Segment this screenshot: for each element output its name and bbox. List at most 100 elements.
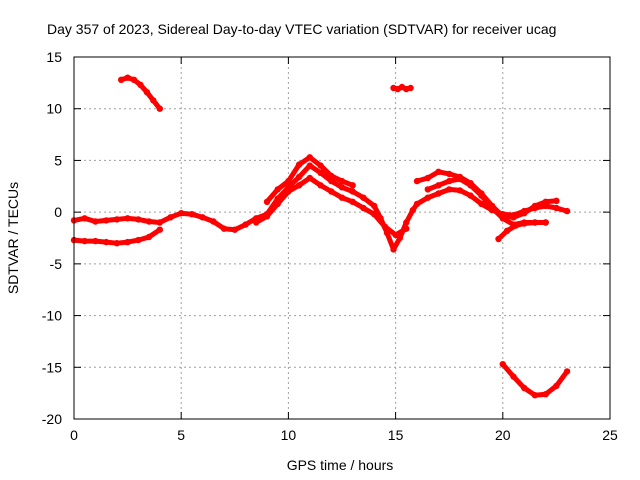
data-point [295, 161, 303, 168]
data-point [220, 225, 228, 232]
data-point [178, 210, 185, 217]
data-point [156, 226, 163, 233]
data-point [478, 192, 485, 199]
data-point [274, 200, 281, 208]
data-point [553, 382, 560, 390]
data-point [143, 89, 151, 96]
data-point [542, 219, 549, 226]
data-point [317, 162, 324, 169]
data-point [553, 197, 560, 204]
data-point [413, 177, 421, 185]
data-point [306, 162, 313, 169]
data-point [145, 233, 153, 241]
data-point [145, 218, 153, 225]
x-axis-label: GPS time / hours [287, 457, 394, 473]
data-point [263, 213, 271, 220]
data-point [403, 219, 410, 226]
data-point [510, 373, 517, 380]
data-point [349, 198, 356, 205]
data-point [456, 175, 464, 183]
data-point [338, 194, 346, 201]
data-point [274, 186, 281, 193]
data-point [390, 246, 397, 253]
data-point [242, 221, 249, 228]
data-point [124, 215, 131, 222]
data-point [521, 210, 528, 217]
data-point [338, 184, 346, 191]
data-point [478, 200, 485, 208]
series-track-f [425, 176, 549, 228]
data-point [317, 169, 324, 176]
data-point [113, 240, 121, 247]
x-tick-label: 15 [388, 427, 404, 443]
data-point [253, 219, 260, 226]
y-tick-label: 10 [46, 101, 62, 117]
data-point [531, 219, 539, 226]
data-point [118, 76, 125, 84]
data-point [124, 74, 131, 81]
y-tick-label: -20 [42, 411, 62, 427]
data-point [285, 188, 292, 195]
data-point [349, 182, 356, 189]
data-point [317, 182, 324, 189]
x-tick-label: 5 [177, 427, 185, 443]
data-point [130, 76, 138, 84]
data-point [81, 215, 88, 222]
data-point [424, 194, 431, 201]
data-point [306, 154, 313, 161]
data-point [103, 217, 110, 224]
x-tick-label: 0 [70, 427, 78, 443]
data-point [510, 214, 517, 221]
data-point [488, 204, 496, 212]
grid-layer [74, 57, 610, 419]
data-point [542, 391, 549, 398]
data-point [542, 198, 549, 205]
data-point [563, 207, 571, 215]
data-point [413, 200, 421, 208]
y-tick-label: -15 [42, 359, 62, 375]
data-layer [70, 74, 571, 399]
data-point [306, 174, 313, 182]
data-point [285, 177, 292, 185]
data-point [435, 182, 442, 189]
data-point [512, 222, 519, 229]
data-point [81, 237, 88, 245]
data-point [553, 204, 560, 212]
x-tick-label: 10 [281, 427, 297, 443]
data-point [328, 177, 335, 185]
data-point [446, 177, 453, 185]
y-tick-label: 5 [54, 152, 62, 168]
data-point [521, 384, 528, 392]
data-point [424, 174, 431, 182]
tick-layer: 0 5 10 15 20 25 -20 -15 -10 -5 0 5 10 15 [42, 49, 618, 443]
data-point [167, 214, 174, 221]
data-point [467, 192, 474, 199]
data-point [92, 218, 99, 225]
data-point [263, 198, 271, 205]
y-tick-label: -10 [42, 308, 62, 324]
data-point [403, 225, 410, 232]
data-point [188, 211, 196, 218]
data-point [531, 392, 539, 399]
data-point [456, 187, 464, 194]
data-point [156, 219, 163, 226]
y-axis-label: SDTVAR / TECUs [5, 182, 21, 294]
data-point [381, 223, 389, 230]
data-point [295, 182, 303, 189]
data-point [210, 218, 217, 225]
data-point [360, 204, 367, 212]
data-point [435, 168, 442, 175]
data-point [199, 214, 206, 221]
data-point [446, 186, 453, 193]
data-point [409, 206, 416, 214]
x-tick-label: 20 [495, 427, 511, 443]
data-point [495, 235, 502, 243]
data-point [371, 211, 378, 218]
chart-title: Day 357 of 2023, Sidereal Day-to-day VTE… [47, 21, 556, 37]
data-point [349, 188, 356, 195]
y-tick-label: 15 [46, 49, 62, 65]
data-point [156, 105, 163, 112]
y-tick-label: -5 [50, 256, 63, 272]
